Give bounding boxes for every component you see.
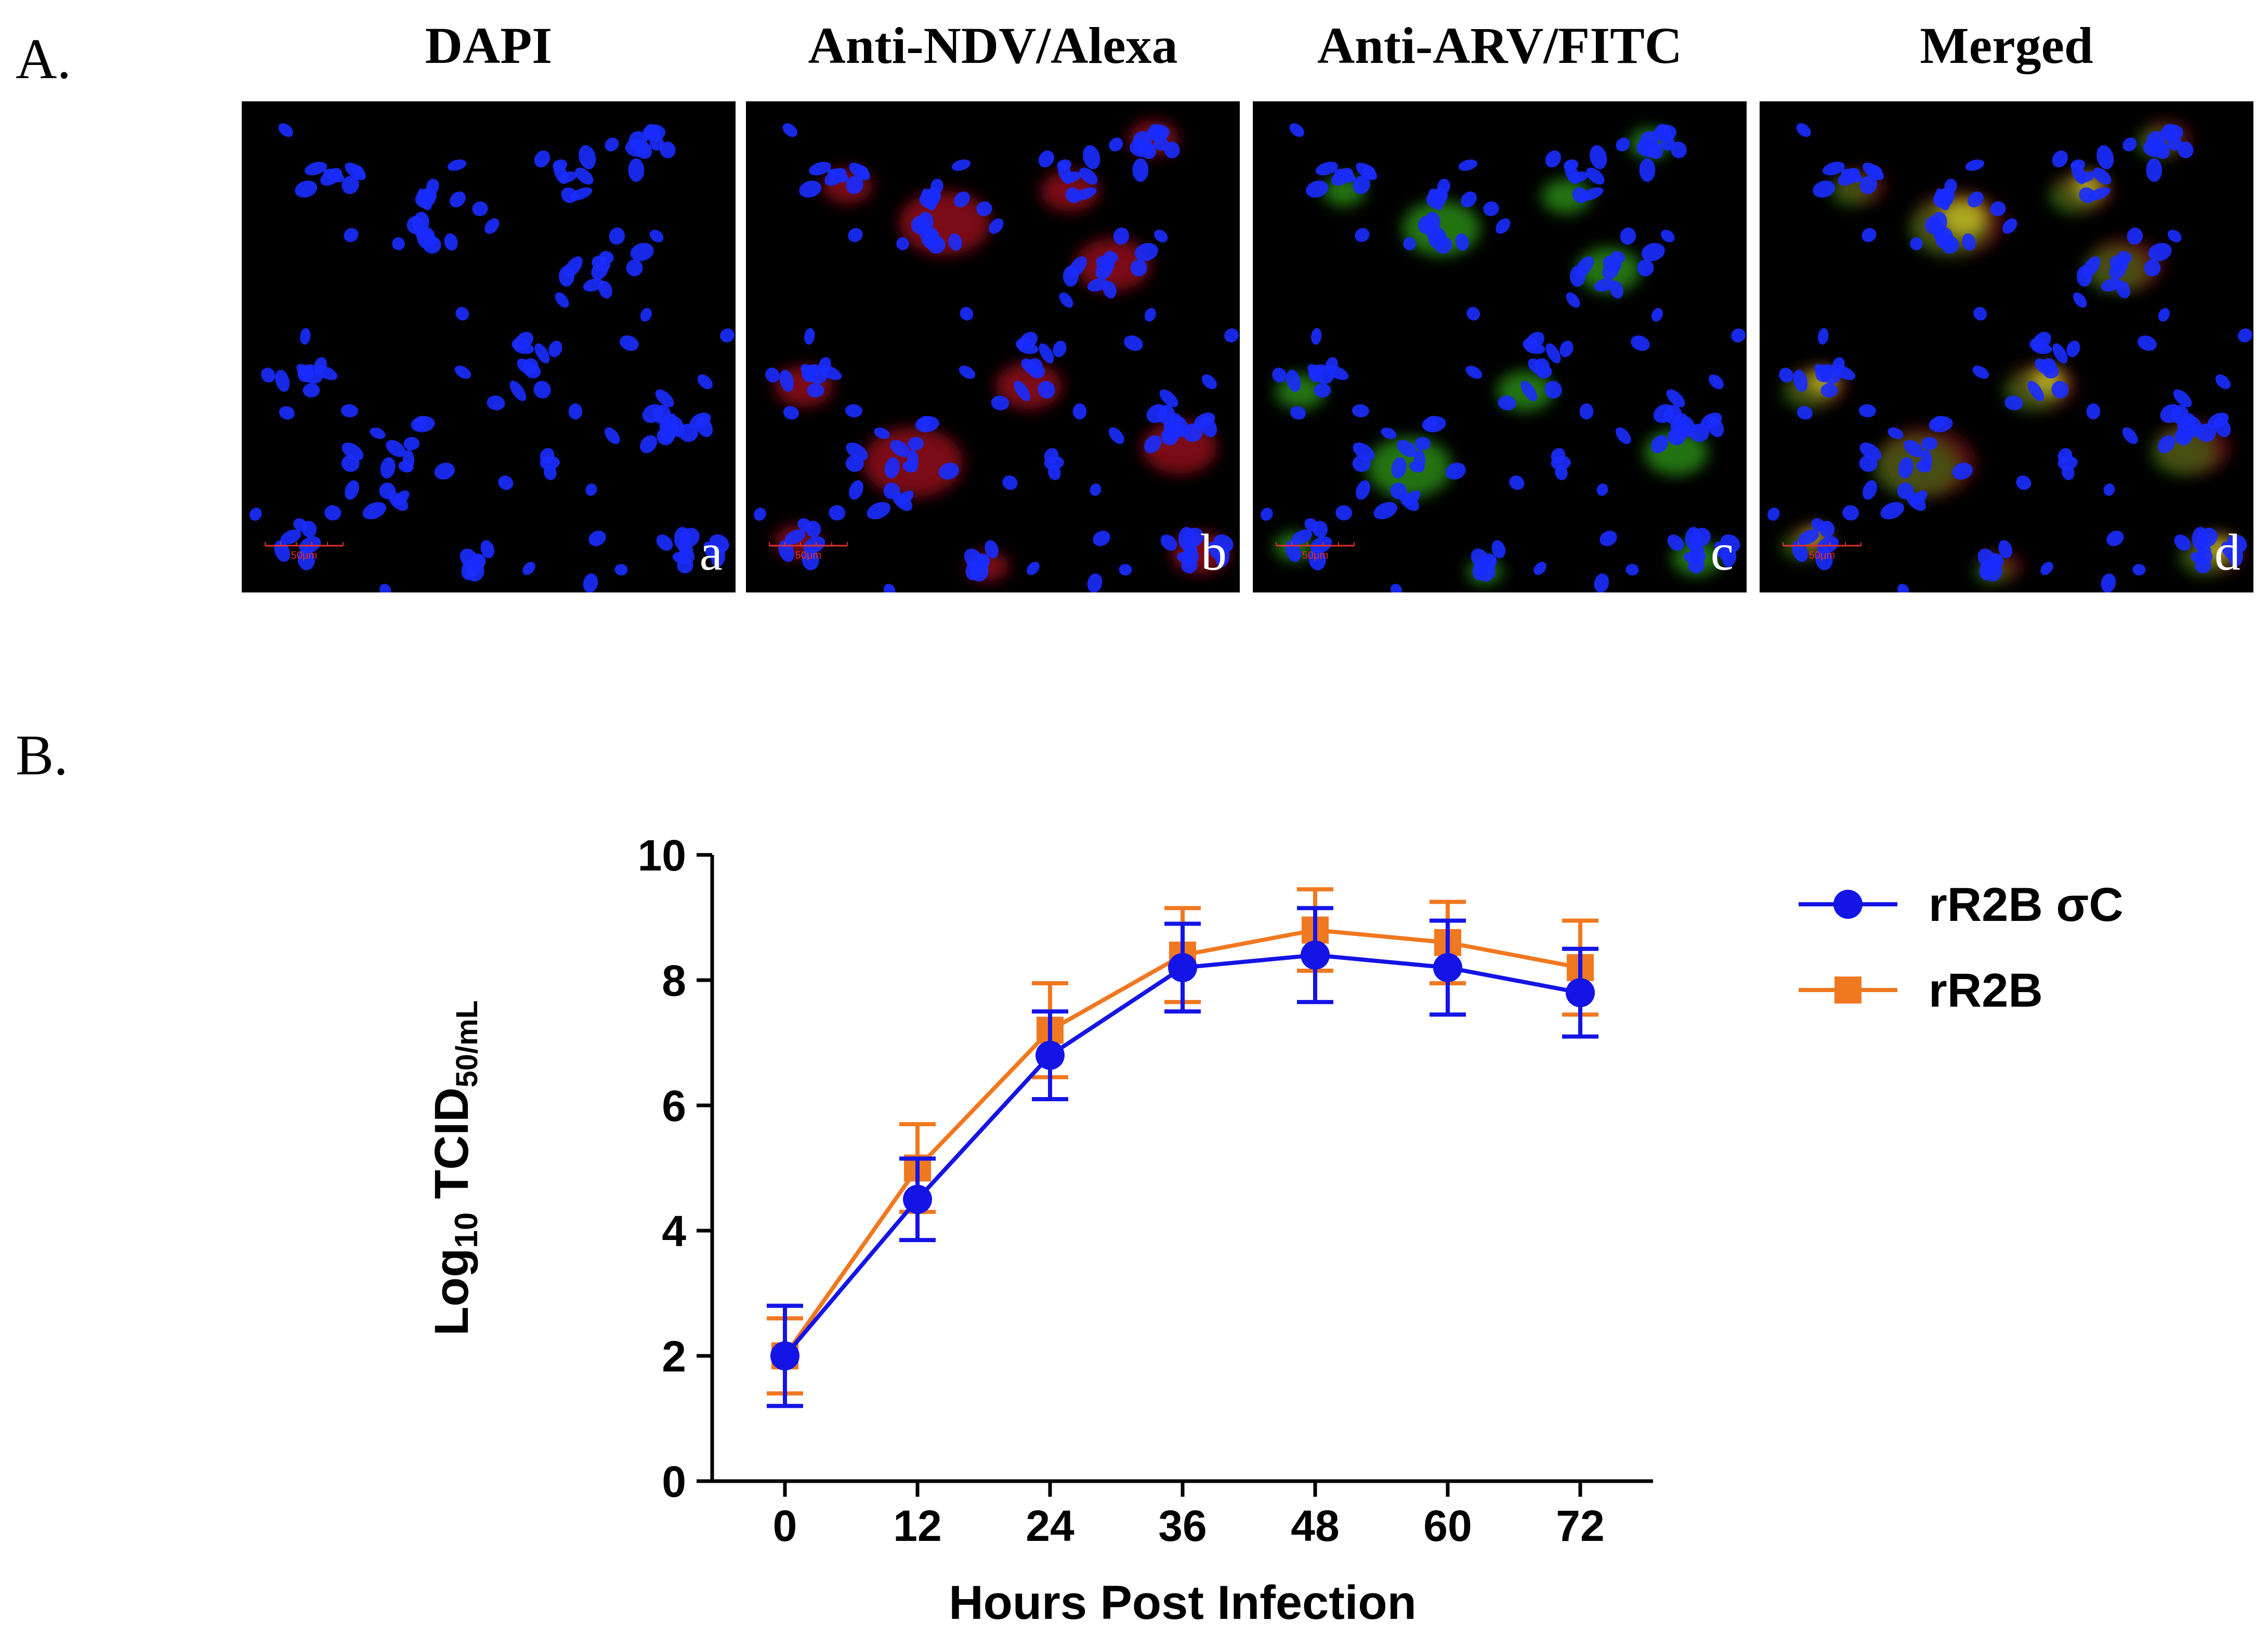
data-point: [1035, 1040, 1065, 1070]
column-title-dapi: DAPI: [425, 17, 553, 74]
micrograph-image: 50μm: [1767, 121, 2252, 592]
x-tick-label: 72: [1556, 1501, 1604, 1550]
legend-marker: [1834, 977, 1861, 1004]
x-axis-label: Hours Post Infection: [949, 1576, 1417, 1629]
column-title-anti-arv: Anti-ARV/FITC: [1317, 17, 1683, 74]
y-tick-label: 8: [662, 956, 686, 1005]
scale-bar-label: 50μm: [1302, 550, 1328, 561]
data-point: [770, 1341, 799, 1370]
micrograph-merged: 50μm d: [1760, 101, 2253, 592]
scale-bar: 50μm: [265, 542, 344, 561]
scale-bar: 50μm: [1276, 542, 1355, 561]
legend-entry: rR2B: [1799, 964, 2043, 1017]
sub-panel-label-a: a: [699, 523, 723, 581]
y-axis-label-main: Log: [425, 1248, 478, 1336]
x-tick-label: 24: [1026, 1501, 1074, 1550]
y-tick-label: 2: [662, 1332, 686, 1381]
data-point: [1301, 940, 1330, 970]
y-tick-label: 6: [662, 1081, 686, 1130]
data-point: [1168, 953, 1197, 982]
data-point: [903, 1184, 932, 1214]
column-title-merged: Merged: [1920, 17, 2093, 74]
legend-label: rR2B σC: [1929, 878, 2123, 931]
column-title-anti-ndv: Anti-NDV/Alexa: [808, 17, 1178, 74]
micrograph-image: 50μm: [1261, 123, 1746, 592]
sub-panel-label-b: b: [1201, 523, 1227, 581]
data-point: [1566, 978, 1595, 1008]
sub-panel-label-d: d: [2214, 523, 2240, 581]
y-tick-label: 0: [662, 1457, 686, 1506]
micrograph-image: 50μm: [754, 121, 1239, 592]
scale-bar-label: 50μm: [1809, 550, 1835, 561]
panel-a-label: A.: [16, 27, 71, 90]
x-tick-label: 12: [893, 1501, 941, 1550]
x-tick-label: 60: [1423, 1501, 1472, 1550]
micrograph-dapi: 50μm a: [242, 101, 736, 592]
legend-marker: [1833, 890, 1863, 919]
scale-bar-label: 50μm: [291, 550, 317, 561]
y-axis-label: Log10 TCID50/mL: [425, 1000, 484, 1336]
y-axis-label-sub2: 50/mL: [450, 1000, 484, 1088]
x-tick-label: 0: [773, 1501, 797, 1550]
scale-bar: 50μm: [1782, 542, 1861, 561]
series-rr2b-sigma-c: [767, 906, 1598, 1408]
x-tick-label: 48: [1291, 1501, 1339, 1550]
scale-bar: 50μm: [769, 542, 848, 561]
sub-panel-label-c: c: [1710, 523, 1734, 581]
legend-label: rR2B: [1929, 964, 2043, 1017]
y-tick-label: 4: [662, 1207, 686, 1256]
panel-b-label: B.: [16, 723, 68, 787]
micrograph-image: 50μm: [250, 123, 735, 592]
legend-entry: rR2B σC: [1799, 878, 2123, 931]
scale-bar-label: 50μm: [795, 550, 821, 561]
micrograph-anti-arv: 50μm c: [1253, 101, 1747, 592]
data-point: [1433, 953, 1462, 982]
y-tick-label: 10: [638, 831, 686, 880]
micrograph-anti-ndv: 50μm b: [746, 101, 1240, 592]
y-axis-label-sub1: 10: [449, 1212, 484, 1248]
x-tick-label: 36: [1158, 1501, 1207, 1550]
y-axis-label-mid: TCID: [425, 1087, 478, 1212]
